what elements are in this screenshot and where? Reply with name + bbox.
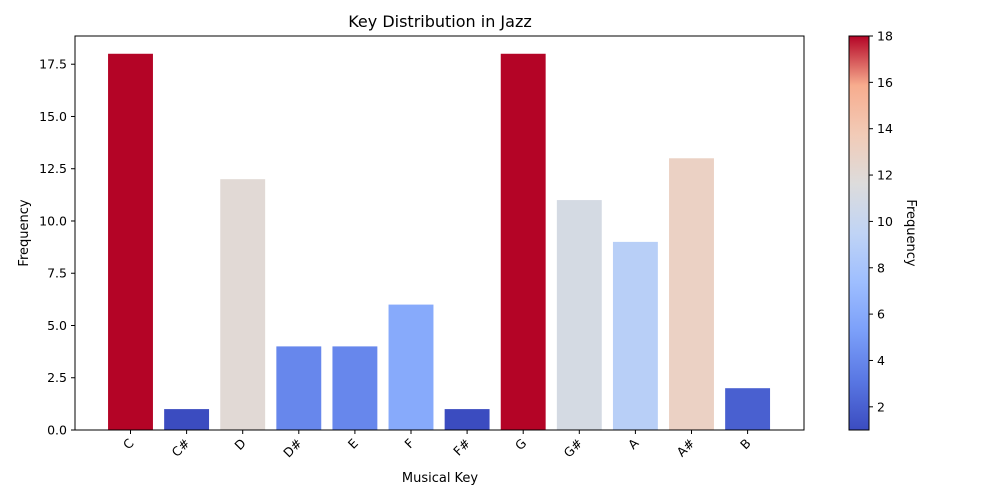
y-axis-label: Frequency (17, 199, 32, 266)
colorbar-tick-label: 18 (877, 29, 893, 44)
bar-g-sharp (556, 200, 602, 430)
colorbar-tick-label: 14 (877, 121, 893, 136)
colorbar-gradient (848, 35, 870, 431)
y-axis: 0.0 2.5 5.0 7.5 10.0 12.5 15.0 17.5 (39, 57, 75, 438)
x-tick-label: D (231, 436, 248, 453)
colorbar-label: Frequency (903, 199, 918, 266)
x-tick-label: G (512, 436, 529, 453)
y-tick-label: 5.0 (47, 318, 67, 333)
bar-g (500, 53, 546, 431)
x-tick-label: F# (450, 436, 473, 459)
bar-d (220, 179, 266, 430)
x-tick-label: G# (561, 436, 586, 461)
bar-c (108, 53, 153, 431)
bar-c-sharp (164, 409, 210, 430)
x-axis: C C# D D# E F F# G G# A A# B (120, 430, 754, 460)
bar-e (332, 346, 378, 430)
chart-title: Key Distribution in Jazz (348, 12, 532, 31)
x-tick-label: C (120, 435, 137, 452)
colorbar-tick-label: 8 (877, 260, 885, 275)
colorbar: 2 4 6 8 10 12 14 16 18 (848, 29, 893, 431)
x-tick-label: E (345, 435, 361, 451)
bars-layer (108, 53, 771, 431)
colorbar-tick-label: 12 (877, 168, 893, 183)
y-tick-label: 17.5 (39, 57, 67, 72)
plot-frame (74, 35, 805, 431)
bar-f (388, 304, 434, 430)
colorbar-tick-label: 6 (877, 307, 885, 322)
colorbar-tick-label: 2 (877, 399, 885, 414)
x-tick-label: B (737, 436, 754, 453)
bar-a-sharp (669, 158, 714, 430)
x-axis-label: Musical Key (402, 471, 479, 486)
bar-b (725, 388, 771, 430)
y-tick-label: 10.0 (39, 213, 67, 228)
bar-f-sharp (444, 409, 490, 430)
x-tick-label: A (625, 435, 642, 452)
colorbar-tick-label: 4 (877, 353, 885, 368)
bar-a (612, 241, 658, 430)
y-tick-label: 0.0 (47, 423, 67, 438)
y-tick-label: 7.5 (47, 266, 67, 281)
colorbar-tick-label: 16 (877, 75, 893, 90)
bar-d-sharp (276, 346, 322, 430)
x-tick-label: F (401, 436, 417, 452)
x-tick-label: D# (280, 436, 305, 461)
x-tick-label: A# (674, 436, 698, 460)
x-tick-label: C# (169, 436, 193, 460)
y-tick-label: 15.0 (39, 109, 67, 124)
y-tick-label: 2.5 (47, 370, 67, 385)
y-tick-label: 12.5 (39, 161, 67, 176)
colorbar-tick-label: 10 (877, 214, 893, 229)
